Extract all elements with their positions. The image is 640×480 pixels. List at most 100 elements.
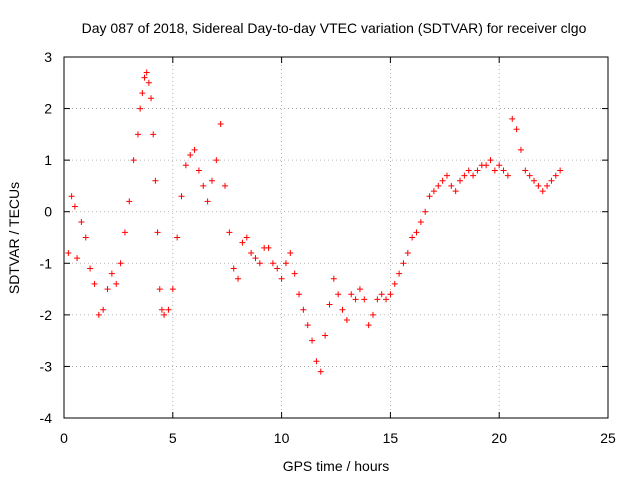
data-point [387,291,394,298]
y-tick-label: -2 [40,307,53,323]
data-point [269,260,276,267]
data-point [158,306,165,313]
y-tick-label: 2 [44,101,52,117]
data-point [491,167,498,174]
x-axis-label: GPS time / hours [283,458,390,474]
data-point [496,162,503,169]
data-point [522,167,529,174]
data-point [278,275,285,282]
x-tick-label: 15 [383,430,399,446]
data-point [509,115,516,122]
chart-title: Day 087 of 2018, Sidereal Day-to-day VTE… [82,20,587,36]
data-point [500,167,507,174]
data-point [208,177,215,184]
data-point [544,182,551,189]
data-point [182,162,189,169]
data-point [309,337,316,344]
series-sdtvar [65,69,564,375]
data-point [137,105,144,112]
y-tick-label: -1 [40,255,53,271]
plot-frame [63,56,609,419]
data-point [161,311,168,318]
data-point [539,188,546,195]
data-point [82,234,89,241]
x-tick-label: 25 [600,430,616,446]
data-point [191,146,198,153]
data-point [148,95,155,102]
data-point [352,296,359,303]
data-point [187,151,194,158]
data-point [430,188,437,195]
data-point [400,260,407,267]
data-point [426,193,433,200]
data-point [526,172,533,179]
data-point [461,172,468,179]
data-point [195,167,202,174]
data-point [517,146,524,153]
data-point [204,198,211,205]
data-point [121,229,128,236]
data-point [248,249,255,256]
axis-ticks: 0 5 10 15 20 25 -4 -3 -2 -1 0 1 2 3 [40,49,616,446]
data-point [87,265,94,272]
data-point [265,244,272,251]
data-point [291,270,298,277]
data-point [235,275,242,282]
data-point [213,157,220,164]
data-point [78,219,85,226]
data-point [457,177,464,184]
data-point [256,260,263,267]
data-point [448,182,455,189]
data-point [361,296,368,303]
data-point [548,177,555,184]
y-tick-label: 0 [44,204,52,220]
data-point [130,157,137,164]
data-point [335,291,342,298]
data-point [413,229,420,236]
data-point [326,301,333,308]
data-point [552,172,559,179]
data-point [145,79,152,86]
data-point [452,188,459,195]
data-point [71,203,78,210]
data-point [474,167,481,174]
data-point [108,270,115,277]
data-point [396,270,403,277]
data-point [391,280,398,287]
data-point [435,182,442,189]
data-point [178,193,185,200]
data-point [143,69,150,76]
data-point [313,358,320,365]
y-tick-label: 1 [44,152,52,168]
data-point [252,255,259,262]
data-point [222,182,229,189]
grid [64,57,608,418]
data-point [239,239,246,246]
data-point [217,121,224,128]
data-point [226,229,233,236]
data-point [470,172,477,179]
data-point [139,90,146,97]
data-point [439,177,446,184]
data-point [343,317,350,324]
data-point [282,260,289,267]
data-point [513,126,520,133]
data-point [113,280,120,287]
data-point [330,275,337,282]
data-point [322,332,329,339]
data-point [230,265,237,272]
data-point [483,162,490,169]
data-point [100,306,107,313]
data-point [150,131,157,138]
data-point [557,167,564,174]
data-point [374,296,381,303]
data-point [369,311,376,318]
data-point [404,249,411,256]
data-point [365,322,372,329]
data-point [141,74,148,81]
data-point [304,322,311,329]
data-point [117,260,124,267]
x-tick-label: 10 [274,430,290,446]
data-point [274,265,281,272]
